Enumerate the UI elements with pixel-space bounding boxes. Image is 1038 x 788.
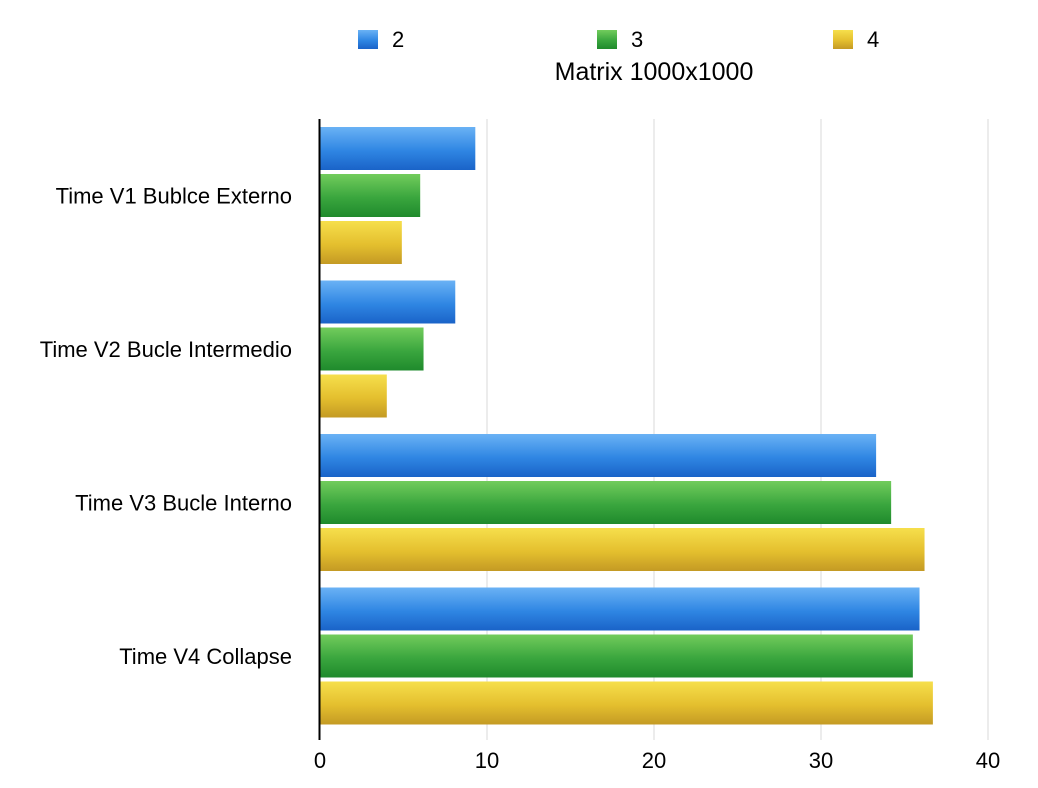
legend: 2 3 4 (358, 27, 879, 52)
x-tick-label: 40 (976, 748, 1000, 773)
bar-series-2-1 (320, 127, 476, 170)
bar-series-4-1 (320, 221, 402, 264)
legend-swatch (358, 30, 378, 49)
legend-swatch (597, 30, 617, 49)
category-label: Time V2 Bucle Intermedio (40, 337, 292, 362)
legend-swatch (833, 30, 853, 49)
category-labels: Time V1 Bublce Externo Time V2 Bucle Inte… (40, 184, 292, 670)
category-label: Time V4 Collapse (119, 644, 292, 669)
x-tick-label: 20 (642, 748, 666, 773)
bar-series-3-3 (320, 481, 892, 524)
bar-series-3-4 (320, 634, 913, 678)
bar-series-4-3 (320, 528, 925, 571)
bar-series-2-4 (320, 587, 920, 631)
x-tick-label: 30 (809, 748, 833, 773)
bar-series-3-2 (320, 327, 424, 371)
bar-series-4-4 (320, 681, 933, 725)
bar-series-3-1 (320, 174, 421, 217)
bar-series-2-2 (320, 280, 456, 324)
legend-label: 4 (867, 27, 879, 52)
bar-series-4-2 (320, 374, 387, 418)
bar-series-2-3 (320, 434, 877, 477)
category-label: Time V1 Bublce Externo (56, 184, 292, 209)
x-tick-labels: 0 10 20 30 40 (314, 748, 1000, 773)
x-tick-label: 10 (475, 748, 499, 773)
category-label: Time V3 Bucle Interno (75, 491, 292, 516)
x-tick-label: 0 (314, 748, 326, 773)
legend-label: 3 (631, 27, 643, 52)
bars (320, 127, 933, 725)
chart-title: Matrix 1000x1000 (555, 58, 754, 86)
legend-label: 2 (392, 27, 404, 52)
